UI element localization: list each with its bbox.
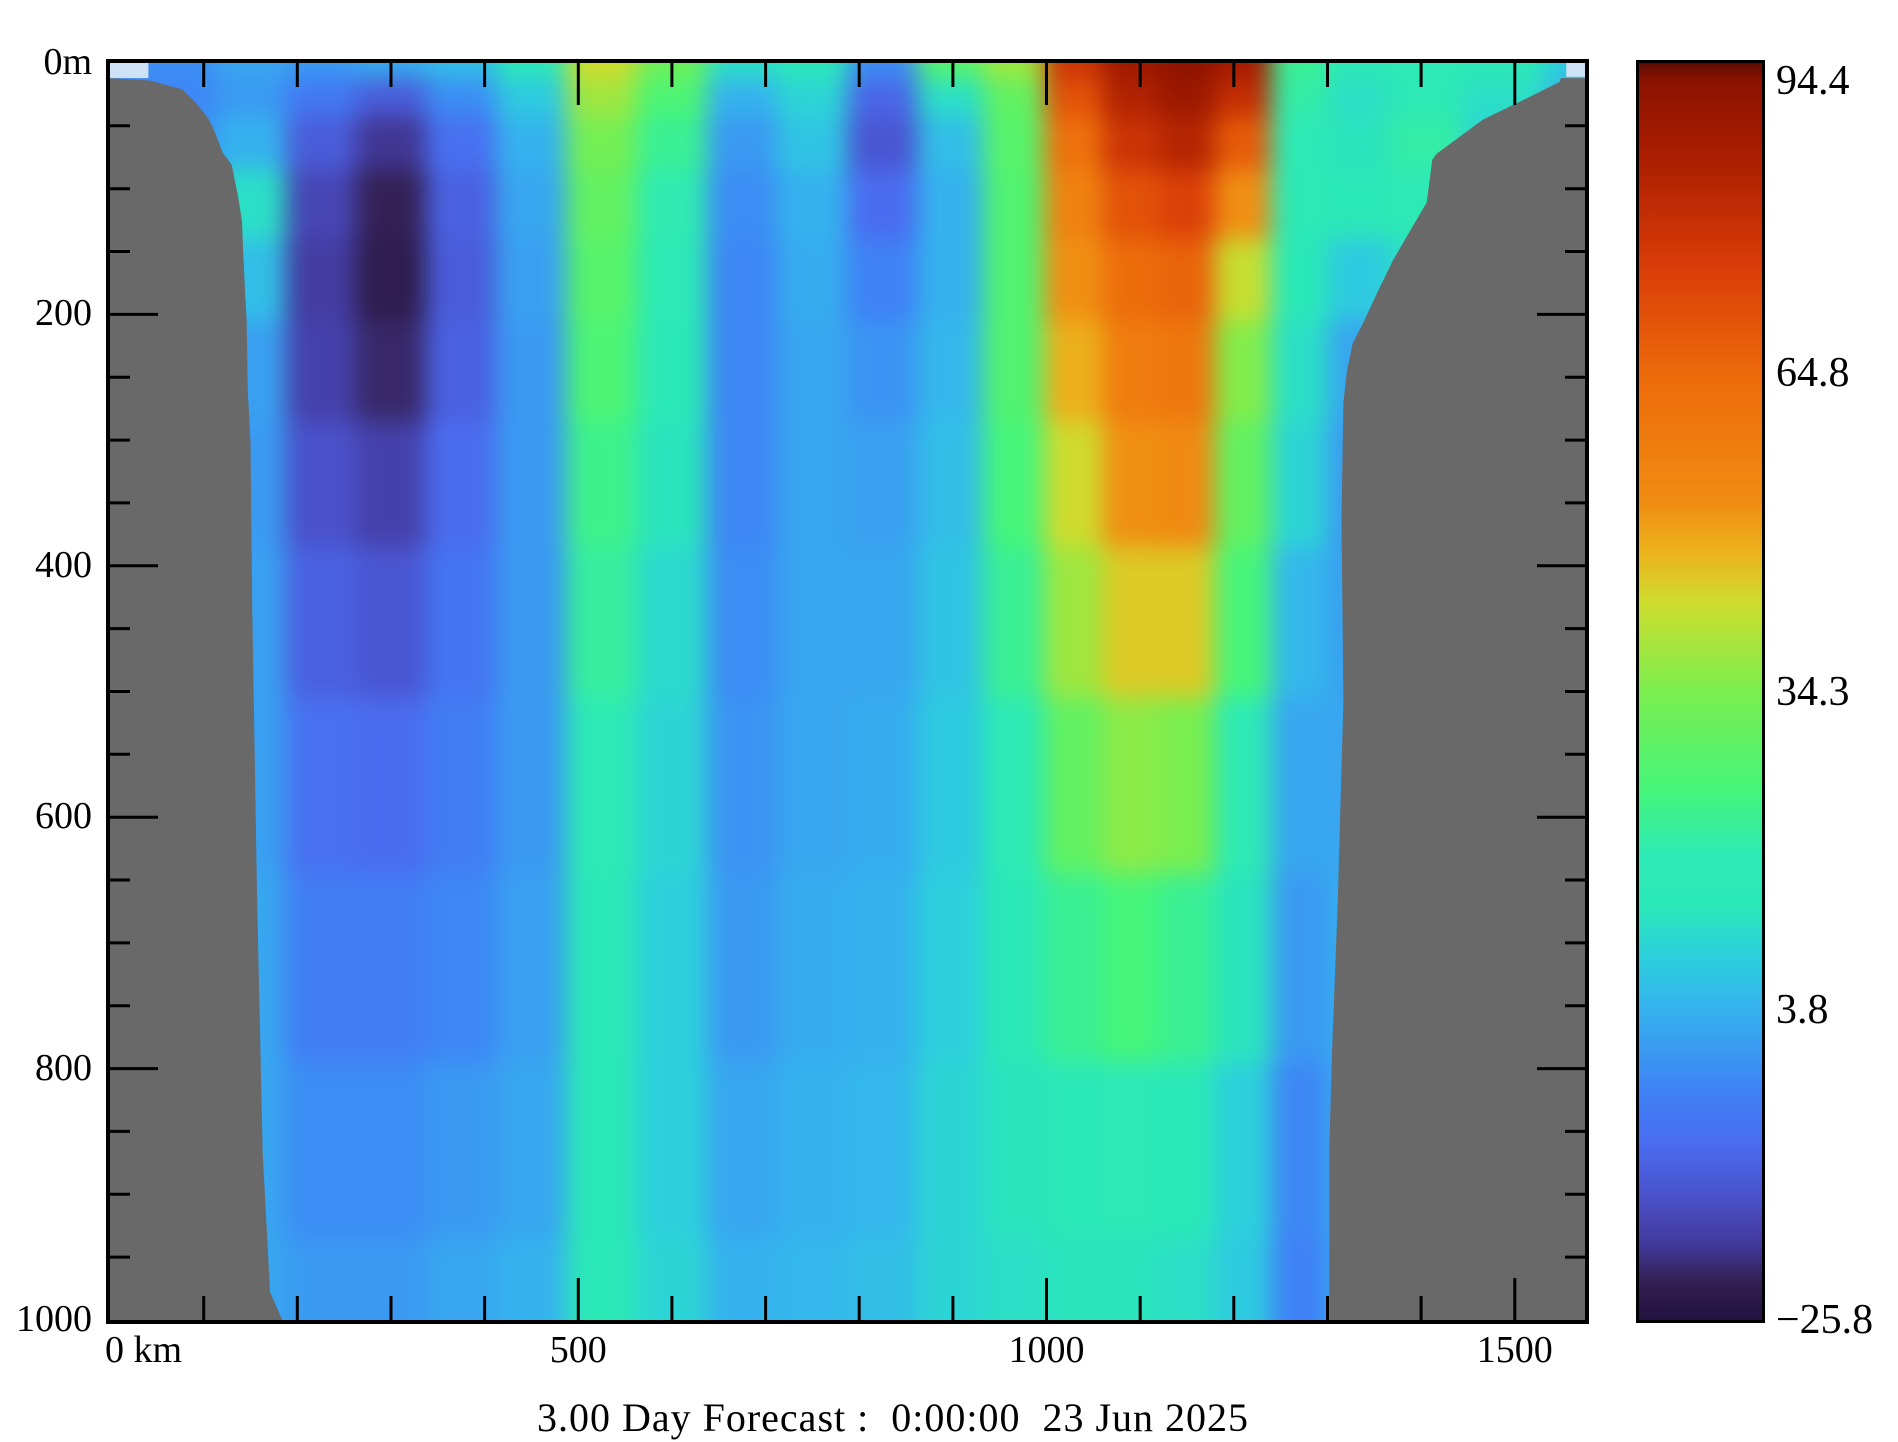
land-mask-right [1329, 78, 1585, 1320]
shallow-shelf-cell [110, 63, 149, 79]
plot-overlay [110, 63, 1585, 1320]
forecast-caption: 3.00 Day Forecast : 0:00:00 23 Jun 2025 [536, 1395, 1250, 1440]
colorbar-tick-label: 64.8 [1776, 349, 1850, 396]
depth-tick-label: 400 [35, 543, 92, 586]
shallow-shelf-cell [1566, 63, 1585, 77]
colorbar-tick-label: −25.8 [1776, 1297, 1874, 1343]
colorbar-tick-label: 34.3 [1776, 668, 1850, 715]
depth-tick-label: 200 [35, 292, 92, 335]
distance-tick-label: 0 km [105, 1329, 183, 1371]
depth-tick-label: 600 [35, 795, 92, 838]
colorbar [1636, 60, 1765, 1323]
colorbar-tick-label: 94.4 [1776, 58, 1850, 104]
distance-tick-label: 500 [549, 1329, 607, 1371]
depth-tick-label: 800 [35, 1046, 92, 1089]
depth-tick-label: 1000 [16, 1298, 92, 1341]
land-mask-left [110, 78, 283, 1320]
distance-tick-label: 1500 [1476, 1329, 1553, 1371]
colorbar-tick-label: 3.8 [1776, 987, 1829, 1034]
depth-tick-label: 0m [43, 41, 92, 84]
distance-tick-label: 1000 [1008, 1329, 1085, 1371]
